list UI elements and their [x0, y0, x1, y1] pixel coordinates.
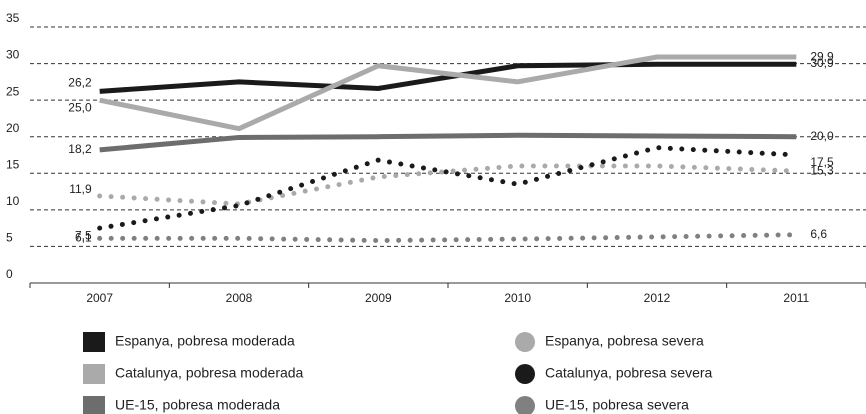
legend-label: UE-15, pobresa severa — [545, 397, 689, 413]
value-label: 29,9 — [810, 49, 834, 63]
series-line — [99, 61, 797, 94]
legend-swatch — [515, 364, 535, 384]
value-label: 20,0 — [810, 129, 834, 143]
series-line — [97, 232, 799, 244]
series-line — [97, 145, 799, 231]
series-line — [97, 163, 799, 207]
legend-label: UE-15, pobresa moderada — [115, 397, 280, 413]
y-tick-label: 0 — [6, 267, 13, 281]
y-tick-label: 20 — [6, 121, 20, 135]
value-label: 6,6 — [810, 227, 827, 241]
legend-label: Catalunya, pobresa severa — [545, 365, 713, 381]
y-tick-label: 35 — [6, 11, 20, 25]
legend-label: Catalunya, pobresa moderada — [115, 365, 304, 381]
legend-label: Espanya, pobresa moderada — [115, 333, 295, 349]
value-label: 15,3 — [810, 163, 834, 177]
value-label: 18,2 — [68, 142, 92, 156]
value-label: 30,9 — [810, 56, 834, 70]
x-tick-label: 2007 — [86, 291, 113, 305]
y-tick-label: 5 — [6, 231, 13, 245]
legend-swatch — [83, 332, 105, 352]
legend-swatch — [83, 396, 105, 414]
x-tick-label: 2010 — [504, 291, 531, 305]
x-tick-label: 2012 — [644, 291, 671, 305]
x-tick-label: 2011 — [783, 291, 809, 305]
value-label: 11,9 — [69, 182, 92, 196]
legend-swatch — [83, 364, 105, 384]
legend-label: Espanya, pobresa severa — [545, 333, 704, 349]
x-tick-label: 2008 — [226, 291, 253, 305]
y-tick-label: 10 — [6, 194, 20, 208]
value-label: 25,0 — [68, 100, 92, 114]
legend-swatch — [515, 332, 535, 352]
x-tick-label: 2009 — [365, 291, 392, 305]
value-label: 7,5 — [75, 228, 92, 242]
value-label: 26,2 — [68, 76, 92, 90]
value-label: 6,1 — [75, 231, 92, 245]
y-tick-label: 30 — [6, 48, 20, 62]
y-tick-label: 25 — [6, 84, 20, 98]
y-tick-label: 15 — [6, 157, 20, 171]
series-line — [99, 132, 797, 153]
value-label: 17,5 — [810, 155, 834, 169]
series-line — [99, 54, 797, 132]
legend-swatch — [515, 396, 535, 414]
